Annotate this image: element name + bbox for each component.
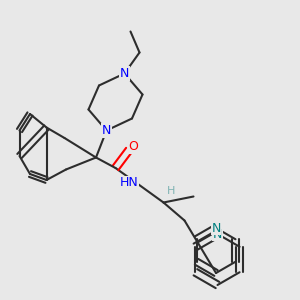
Text: O: O — [129, 140, 138, 154]
Text: H: H — [167, 185, 175, 196]
Text: N: N — [120, 67, 129, 80]
Text: HN: HN — [120, 176, 138, 190]
Text: N: N — [213, 227, 222, 241]
Text: N: N — [211, 221, 221, 235]
Text: N: N — [102, 124, 111, 137]
